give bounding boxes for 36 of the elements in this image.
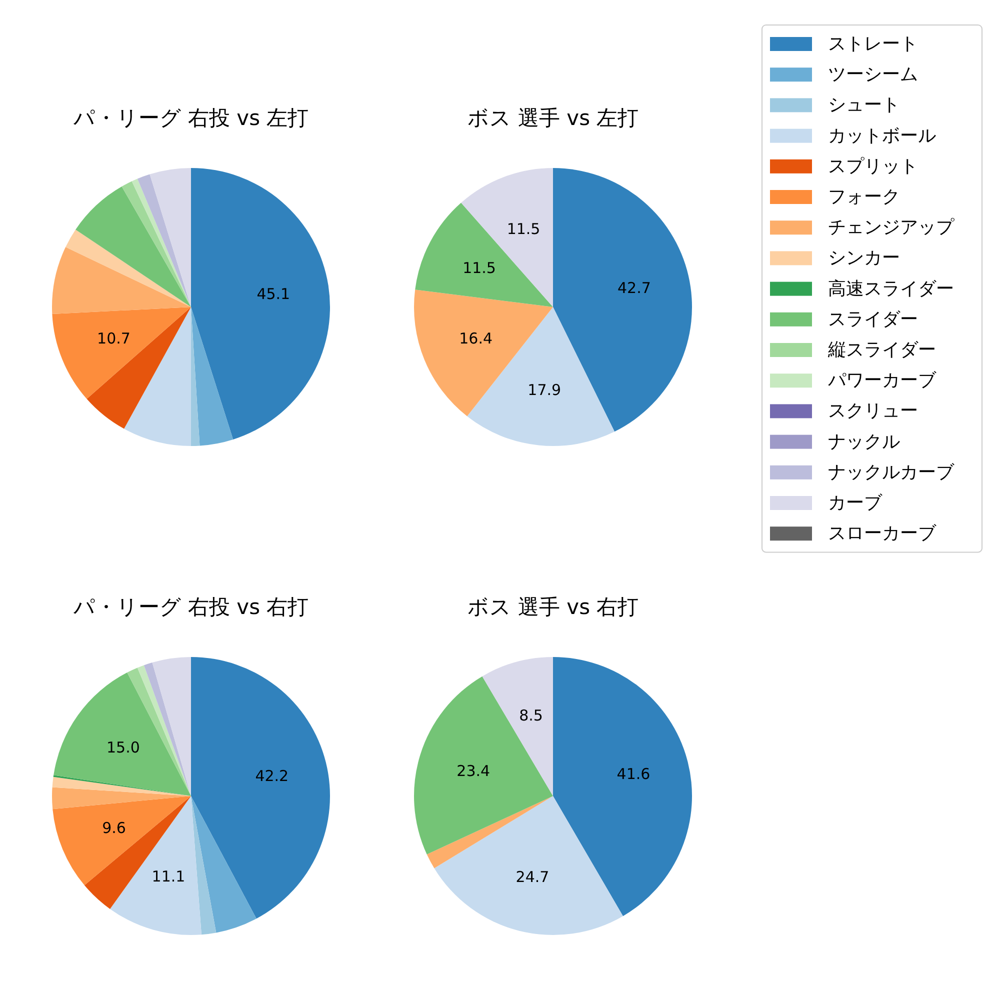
data-label: 45.1 — [256, 285, 290, 304]
data-label: 11.5 — [462, 258, 496, 277]
legend-label: カットボール — [828, 125, 936, 146]
legend-label: スライダー — [828, 308, 918, 330]
legend-label: フォーク — [828, 186, 900, 208]
legend-label: 縦スライダー — [827, 340, 936, 360]
legend-label: ストレート — [828, 34, 918, 54]
data-label: 15.0 — [106, 738, 140, 756]
legend-label: スプリット — [828, 156, 918, 177]
data-label: 8.5 — [519, 706, 543, 725]
legend-label: パワーカーブ — [827, 370, 937, 392]
data-label: 24.7 — [516, 868, 550, 886]
data-label: 42.2 — [255, 766, 289, 785]
legend-label: カーブ — [828, 492, 883, 514]
data-label: 17.9 — [528, 380, 562, 399]
legend-label: ツーシーム — [828, 64, 918, 86]
legend-label: シュート — [828, 94, 900, 116]
chart-title: パ・リーグ 右投 vs 左打 — [72, 106, 309, 130]
data-label: 41.6 — [616, 765, 650, 784]
data-label: 23.4 — [456, 762, 490, 780]
legend-label: ナックル — [828, 431, 900, 452]
data-label: 11.5 — [506, 220, 540, 238]
legend-label: スローカーブ — [828, 523, 937, 544]
data-label: 10.7 — [97, 329, 130, 348]
data-label: 9.6 — [102, 819, 126, 838]
legend-label: 高速スライダー — [828, 278, 954, 300]
chart-title: パ・リーグ 右投 vs 右打 — [72, 595, 309, 619]
data-label: 11.1 — [152, 867, 186, 886]
text: ボス 選手 vs 左打 — [467, 106, 639, 130]
legend-label: チェンジアップ — [828, 217, 955, 238]
legend-label: シンカー — [828, 248, 900, 269]
chart-title: ボス 選手 vs 右打 — [467, 595, 639, 619]
legend-label: スクリュー — [828, 400, 918, 422]
data-label: 16.4 — [459, 330, 493, 348]
data-label: 42.7 — [618, 279, 651, 298]
legend-label: ナックルカーブ — [828, 462, 955, 483]
